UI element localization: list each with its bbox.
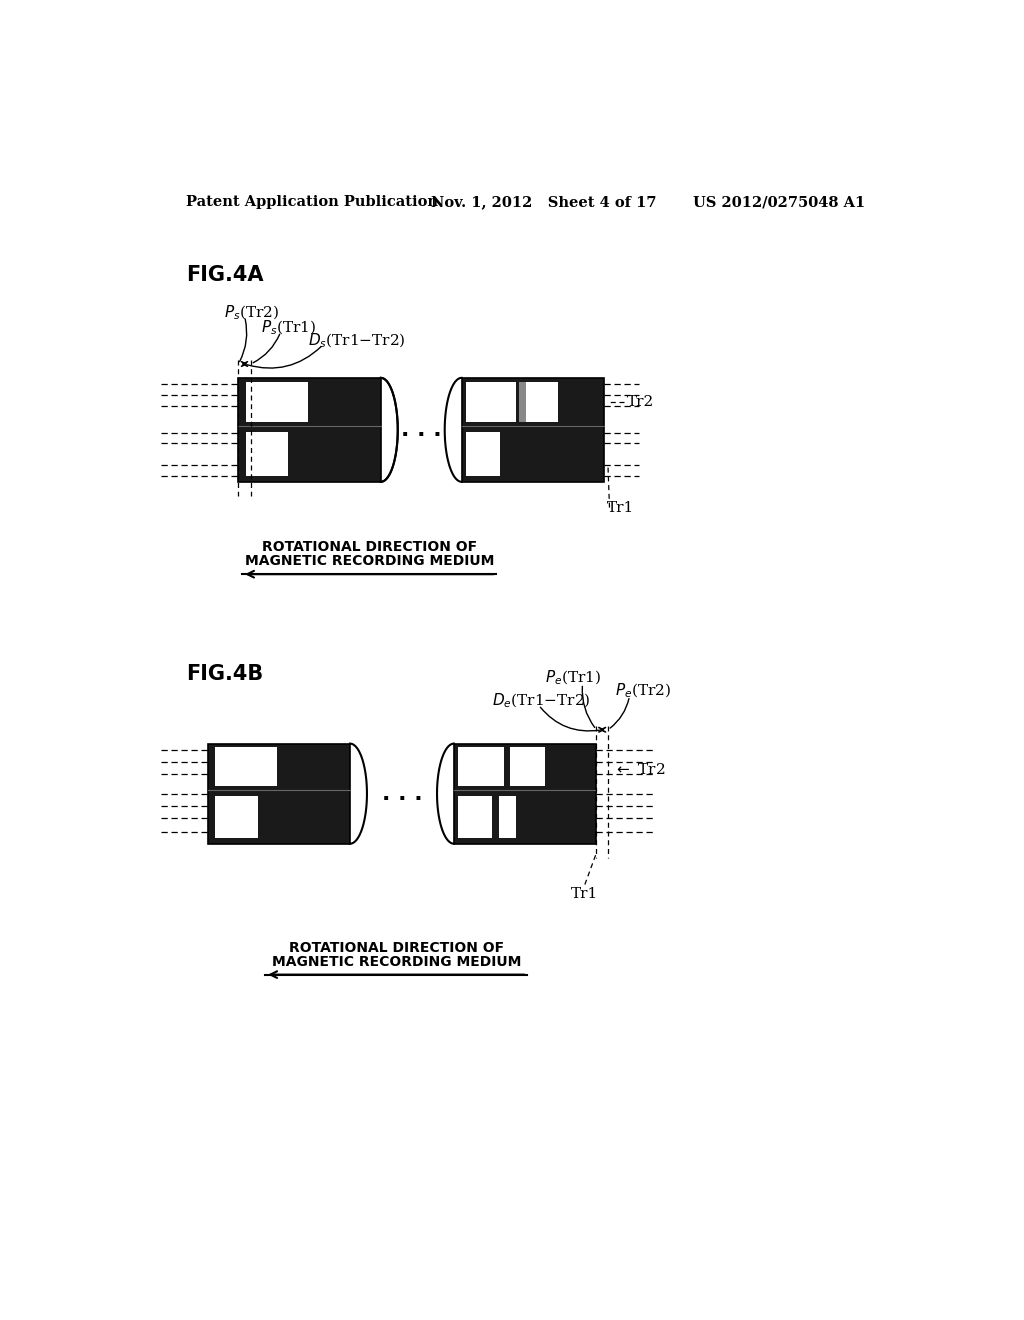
Bar [523,381,558,422]
Text: $D_s$(Tr1$-$Tr2): $D_s$(Tr1$-$Tr2) [307,331,406,350]
Bar [462,378,604,482]
Bar [246,381,307,422]
Bar [499,796,515,838]
Bar [466,432,500,475]
Text: $\leftarrow$ Tr2: $\leftarrow$ Tr2 [614,762,666,776]
Text: US 2012/0275048 A1: US 2012/0275048 A1 [692,195,865,210]
Text: Tr1: Tr1 [606,500,634,515]
Text: . . .: . . . [382,784,422,804]
Text: MAGNETIC RECORDING MEDIUM: MAGNETIC RECORDING MEDIUM [271,954,521,969]
Bar [246,432,289,475]
Bar [510,747,545,785]
Text: $P_e$(Tr2): $P_e$(Tr2) [614,682,671,701]
Text: FIG.4B: FIG.4B [186,664,263,684]
Text: $P_s$(Tr1): $P_s$(Tr1) [261,318,316,337]
Bar [519,381,525,422]
Text: ROTATIONAL DIRECTION OF: ROTATIONAL DIRECTION OF [289,941,504,954]
Text: Patent Application Publication: Patent Application Publication [186,195,438,210]
Bar [208,743,350,843]
Bar [458,747,504,785]
Bar [239,378,381,482]
Text: Nov. 1, 2012   Sheet 4 of 17: Nov. 1, 2012 Sheet 4 of 17 [431,195,656,210]
Text: $P_e$(Tr1): $P_e$(Tr1) [545,669,601,688]
Text: MAGNETIC RECORDING MEDIUM: MAGNETIC RECORDING MEDIUM [245,554,494,568]
Text: Tr1: Tr1 [571,887,598,900]
Bar [458,796,493,838]
Bar [454,743,596,843]
Bar [466,381,515,422]
Text: $D_e$(Tr1$-$Tr2): $D_e$(Tr1$-$Tr2) [493,692,591,710]
Text: $P_s$(Tr2): $P_s$(Tr2) [224,304,280,322]
Bar [215,747,276,785]
Text: Tr2: Tr2 [628,395,654,409]
Text: FIG.4A: FIG.4A [186,265,263,285]
Text: . . .: . . . [401,420,441,440]
Bar [215,796,258,838]
Text: ROTATIONAL DIRECTION OF: ROTATIONAL DIRECTION OF [262,540,477,554]
